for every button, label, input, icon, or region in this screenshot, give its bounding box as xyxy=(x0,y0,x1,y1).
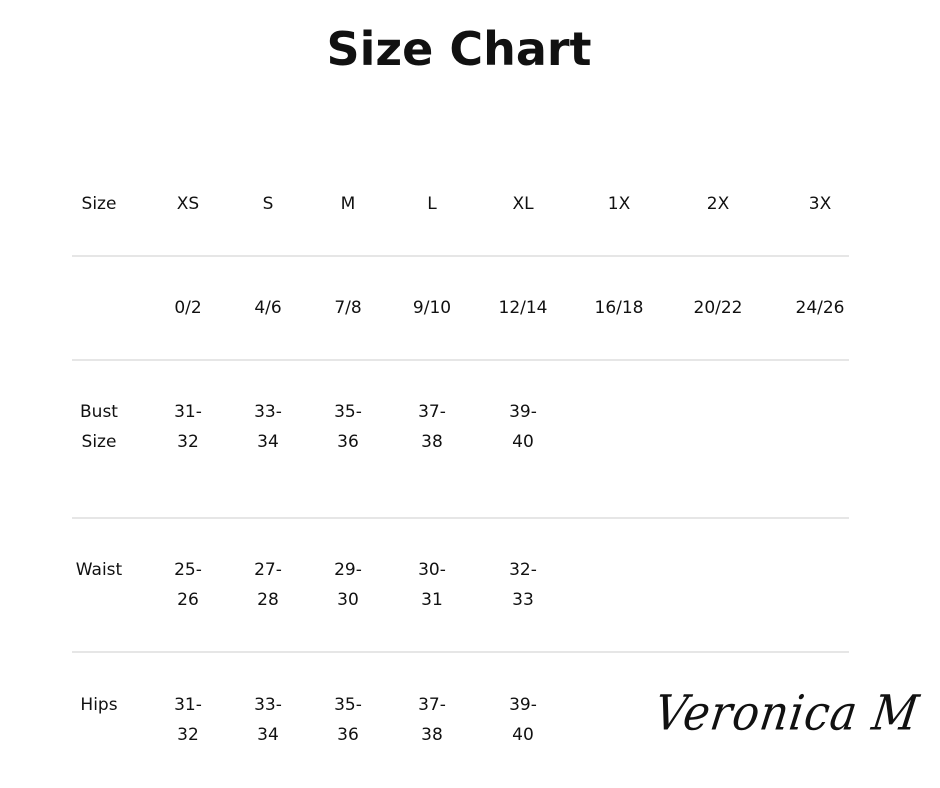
page-title: Size Chart xyxy=(326,22,592,76)
divider xyxy=(72,255,849,257)
table-cell: 39- 40 xyxy=(509,397,537,457)
brand-logo: Veronica M xyxy=(651,685,923,742)
row-label: Bust Size xyxy=(80,397,118,457)
cell-line: 32 xyxy=(177,432,199,452)
column-header: S xyxy=(262,194,274,214)
table-cell: 9/10 xyxy=(413,293,451,323)
cell-line: 36 xyxy=(337,432,359,452)
column-header: L xyxy=(427,194,437,214)
cell-line: 39- xyxy=(509,402,537,422)
table-cell: 32- 33 xyxy=(509,555,537,615)
column-header: Size xyxy=(81,194,117,214)
cell-line: 32 xyxy=(177,725,199,745)
table-cell: 31- 32 xyxy=(174,690,202,750)
column-header: XS xyxy=(176,194,200,214)
divider xyxy=(72,359,849,361)
cell-line: 40 xyxy=(512,725,534,745)
table-cell: 0/2 xyxy=(174,293,201,323)
table-cell: 12/14 xyxy=(499,293,548,323)
cell-line: 33 xyxy=(512,590,534,610)
cell-line: 25- xyxy=(174,560,202,580)
cell-line: 26 xyxy=(177,590,199,610)
cell-line: 30- xyxy=(418,560,446,580)
cell-line: 34 xyxy=(257,725,279,745)
table-cell: 29- 30 xyxy=(334,555,362,615)
column-header: M xyxy=(340,194,356,214)
cell-line: 35- xyxy=(334,695,362,715)
column-header: 3X xyxy=(808,194,832,214)
cell-line: 24/26 xyxy=(795,298,845,318)
cell-line: 12/14 xyxy=(498,298,548,318)
cell-line: Waist xyxy=(75,560,123,580)
table-cell: 25- 26 xyxy=(174,555,202,615)
cell-line: 33- xyxy=(254,695,282,715)
cell-line: 16/18 xyxy=(594,298,644,318)
cell-line: 27- xyxy=(254,560,282,580)
row-label: Waist xyxy=(76,555,122,585)
cell-line: 40 xyxy=(512,432,534,452)
table-cell: 4/6 xyxy=(254,293,281,323)
divider xyxy=(72,517,849,519)
cell-line: 36 xyxy=(337,725,359,745)
row-label: Hips xyxy=(80,690,117,720)
cell-line: Bust xyxy=(80,402,118,422)
cell-line: 29- xyxy=(334,560,362,580)
cell-line: 39- xyxy=(509,695,537,715)
table-cell: 37- 38 xyxy=(418,397,446,457)
table-cell: 24/26 xyxy=(796,293,845,323)
divider xyxy=(72,651,849,653)
cell-line: 34 xyxy=(257,432,279,452)
cell-line: 38 xyxy=(421,725,443,745)
cell-line: 9/10 xyxy=(412,298,452,318)
cell-line: 37- xyxy=(418,402,446,422)
table-cell: 37- 38 xyxy=(418,690,446,750)
cell-line: 31 xyxy=(421,590,443,610)
cell-line: Hips xyxy=(80,695,118,715)
cell-line: 7/8 xyxy=(334,298,362,318)
table-cell: 31- 32 xyxy=(174,397,202,457)
table-cell: 7/8 xyxy=(334,293,361,323)
cell-line: 4/6 xyxy=(254,298,282,318)
table-cell: 35- 36 xyxy=(334,690,362,750)
cell-line: 20/22 xyxy=(693,298,743,318)
table-cell: 20/22 xyxy=(694,293,743,323)
table-cell: 35- 36 xyxy=(334,397,362,457)
cell-line: 0/2 xyxy=(174,298,202,318)
cell-line: 33- xyxy=(254,402,282,422)
cell-line: 32- xyxy=(509,560,537,580)
table-cell: 30- 31 xyxy=(418,555,446,615)
cell-line: 38 xyxy=(421,432,443,452)
column-header: 1X xyxy=(607,194,631,214)
cell-line: Size xyxy=(81,432,117,452)
cell-line: 31- xyxy=(174,695,202,715)
table-cell: 33- 34 xyxy=(254,397,282,457)
column-header: XL xyxy=(512,194,534,214)
table-cell: 16/18 xyxy=(595,293,644,323)
table-cell: 27- 28 xyxy=(254,555,282,615)
column-header: 2X xyxy=(706,194,730,214)
table-cell: 33- 34 xyxy=(254,690,282,750)
cell-line: 37- xyxy=(418,695,446,715)
table-cell: 39- 40 xyxy=(509,690,537,750)
cell-line: 35- xyxy=(334,402,362,422)
cell-line: 31- xyxy=(174,402,202,422)
cell-line: 30 xyxy=(337,590,359,610)
cell-line: 28 xyxy=(257,590,279,610)
